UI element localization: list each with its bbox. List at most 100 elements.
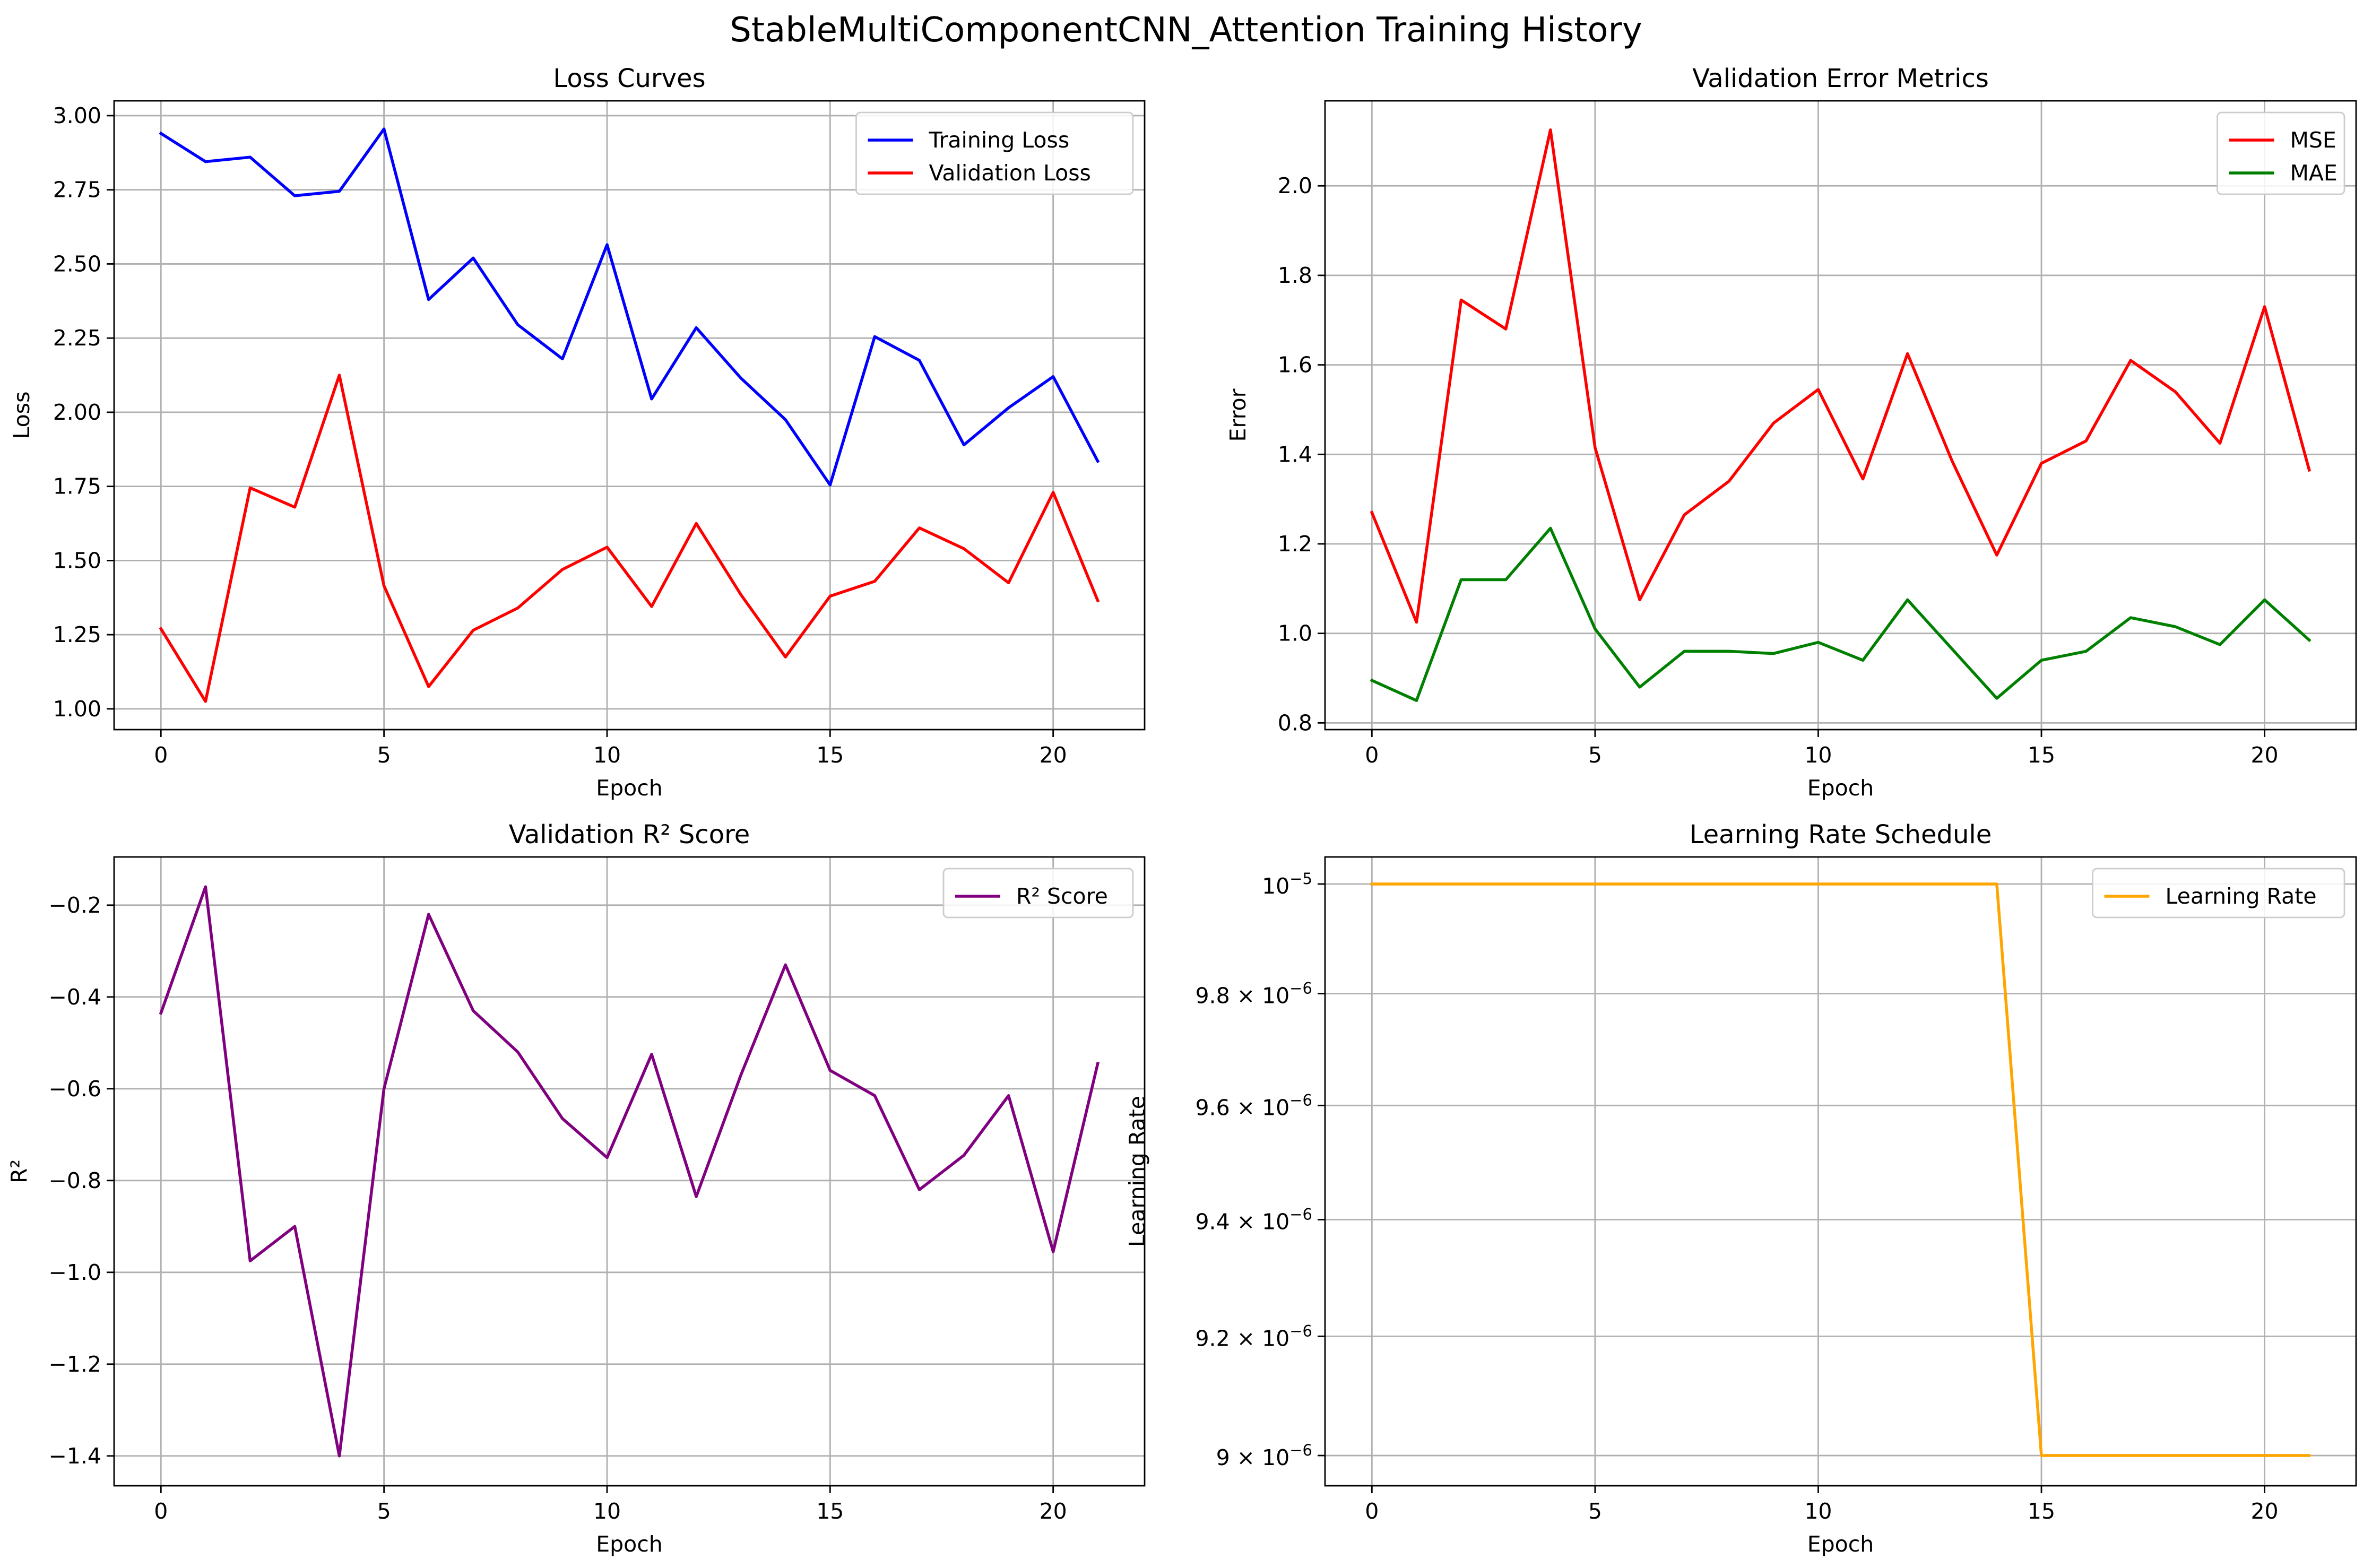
y-tick-label: 3.00: [53, 103, 101, 128]
x-tick-label: 10: [593, 742, 621, 768]
legend-entry: MAE: [2290, 160, 2338, 186]
y-tick-label: 9 × 10−6: [1216, 1441, 1312, 1470]
axes-frame: [1324, 856, 2357, 1487]
y-axis-label: Error: [1225, 388, 1251, 441]
legend-box: [855, 111, 1134, 195]
y-tick-label: −1.2: [48, 1352, 101, 1377]
axes-frame: [113, 856, 1146, 1487]
series-line-err-0: [1370, 128, 2312, 624]
y-tick-label: 2.00: [53, 400, 101, 425]
legend: Training Loss Validation Loss: [855, 111, 1134, 195]
y-tick-label-base: 9.6 × 10: [1195, 1095, 1289, 1120]
x-tick-label: 0: [154, 742, 168, 768]
x-axis-label: Epoch: [1807, 775, 1874, 801]
y-tick-label-exponent: −6: [1289, 1091, 1312, 1109]
panel-title: Validation Error Metrics: [1692, 64, 1989, 93]
panel-title: Validation R² Score: [509, 820, 750, 850]
y-tick-label-exponent: −6: [1289, 1206, 1312, 1224]
x-tick-label: 15: [816, 742, 844, 768]
y-tick-label-base: 10: [1262, 873, 1289, 899]
legend-entry: Training Loss: [929, 127, 1070, 153]
legend-entry: MSE: [2290, 127, 2336, 153]
legend-entry: Validation Loss: [929, 160, 1091, 186]
y-axis-label: Loss: [9, 392, 34, 439]
legend: Learning Rate: [2092, 868, 2345, 919]
panel-r2: 0 5 10 15 20 −1.4 −1.2 −1.0 −0.8 −0.6 −0.4 −0.2 Vali…: [6, 820, 1146, 1557]
x-axis-label: Epoch: [596, 775, 663, 801]
series-line-err-1: [1370, 526, 2312, 702]
y-tick-label: 1.0: [1278, 621, 1312, 646]
series-line-loss-1: [159, 374, 1100, 703]
panel-title: Learning Rate Schedule: [1690, 820, 1992, 850]
x-tick-label: 15: [2028, 1498, 2055, 1524]
y-tick-label: 1.50: [53, 548, 101, 573]
y-tick-label: 10−5: [1262, 870, 1312, 899]
x-tick-label: 15: [816, 1498, 844, 1524]
x-tick-label: 0: [154, 1498, 168, 1524]
x-axis-label: Epoch: [596, 1531, 663, 1557]
x-tick-label: 5: [1588, 1498, 1602, 1524]
y-tick-label: 1.8: [1278, 263, 1312, 288]
y-tick-label: 2.75: [53, 177, 101, 203]
y-tick-label-exponent: −6: [1289, 1441, 1312, 1459]
figure-title: StableMultiComponentCNN_Attention Traini…: [730, 11, 1642, 50]
y-tick-label: 9.6 × 10−6: [1195, 1091, 1312, 1120]
legend-box: [2092, 868, 2345, 919]
y-tick-label: 1.75: [53, 474, 101, 499]
y-tick-label: 1.00: [53, 696, 101, 722]
legend-entry: R² Score: [1016, 883, 1108, 909]
x-tick-label: 20: [2250, 1498, 2278, 1524]
y-tick-label-base: 9 × 10: [1216, 1445, 1290, 1470]
series-line-loss-0: [159, 127, 1100, 487]
x-tick-label: 5: [377, 742, 391, 768]
x-tick-label: 20: [1040, 1498, 1067, 1524]
x-tick-label: 20: [2250, 742, 2278, 768]
y-tick-label: 9.4 × 10−6: [1195, 1206, 1312, 1235]
y-tick-label: −1.0: [48, 1260, 101, 1285]
y-tick-label: −0.6: [48, 1076, 101, 1102]
y-tick-label: 9.8 × 10−6: [1195, 980, 1312, 1009]
x-tick-label: 5: [377, 1498, 391, 1524]
x-tick-label: 0: [1365, 1498, 1379, 1524]
x-axis-label: Epoch: [1807, 1531, 1874, 1557]
y-tick-label: 2.25: [53, 325, 101, 351]
y-axis-label: Learning Rate: [1124, 1096, 1150, 1247]
y-tick-label-exponent: −6: [1289, 1322, 1312, 1340]
y-tick-label-base: 9.8 × 10: [1195, 983, 1289, 1009]
y-tick-label: 1.4: [1278, 441, 1312, 467]
x-tick-label: 10: [593, 1498, 621, 1524]
series-line-lr-0: [1370, 882, 2311, 1457]
series-line-r2-0: [159, 885, 1100, 1458]
legend: MSE MAE: [2217, 111, 2345, 195]
x-tick-label: 10: [1804, 1498, 1832, 1524]
x-tick-label: 5: [1588, 742, 1602, 768]
y-tick-label: −0.8: [48, 1168, 101, 1193]
y-tick-label: 1.25: [53, 622, 101, 647]
y-tick-label: 0.8: [1278, 710, 1312, 735]
y-tick-label: 1.2: [1278, 531, 1312, 557]
y-tick-label-exponent: −6: [1289, 980, 1312, 998]
legend: R² Score: [942, 868, 1134, 919]
y-tick-label-exponent: −5: [1289, 870, 1312, 888]
axes-frame: [1324, 100, 2357, 731]
y-tick-label: −0.2: [48, 893, 101, 918]
axes-frame: [113, 100, 1146, 731]
y-tick-label-base: 9.4 × 10: [1195, 1209, 1289, 1235]
y-tick-label: 2.50: [53, 251, 101, 276]
panel-loss: 0 5 10 15 20 1.00 1.25 1.50 1.75 2.00 2.25 2.50 2.75…: [9, 64, 1146, 801]
y-tick-label: 1.6: [1278, 352, 1312, 378]
panel-err: 0 5 10 15 20 0.8 1.0 1.2 1.4 1.6 1.8 2.0 Validation …: [1225, 64, 2357, 801]
panel-title: Loss Curves: [553, 64, 705, 93]
legend-entry: Learning Rate: [2166, 883, 2317, 909]
x-tick-label: 20: [1040, 742, 1067, 768]
y-tick-label: 9.2 × 10−6: [1195, 1322, 1312, 1351]
y-tick-label: 2.0: [1278, 173, 1312, 198]
x-tick-label: 15: [2028, 742, 2055, 768]
y-tick-label-base: 9.2 × 10: [1195, 1326, 1289, 1351]
y-tick-label: −0.4: [48, 984, 101, 1010]
x-tick-label: 0: [1365, 742, 1379, 768]
legend-box: [942, 868, 1134, 919]
panel-lr: 0 5 10 15 209 × 10−69.2 × 10−69.4 × 10−69.6 …: [1124, 820, 2357, 1557]
y-tick-label: −1.4: [48, 1443, 101, 1469]
